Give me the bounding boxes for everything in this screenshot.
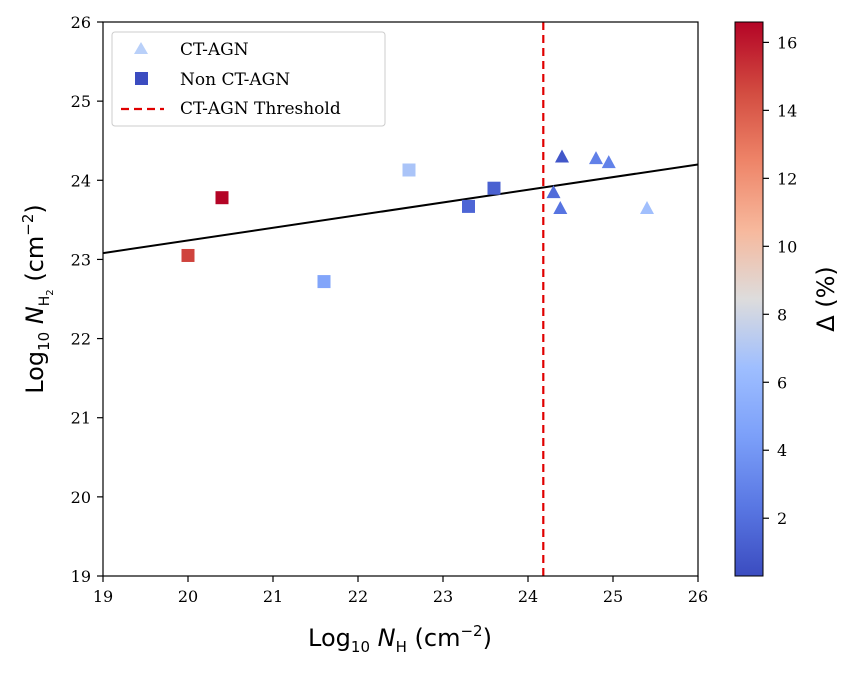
x-axis-ticks: 19 20 21 22 23 24 25 26 xyxy=(93,576,708,606)
x-axis-label: Log10 NH (cm−2) xyxy=(308,622,492,656)
colorbar-tick-label: 16 xyxy=(777,33,797,52)
x-tick-label: 21 xyxy=(263,587,283,606)
non-ct-agn-point xyxy=(215,191,229,205)
y-tick-label: 20 xyxy=(71,488,91,507)
non-ct-agn-point xyxy=(181,248,195,262)
legend-ct-agn-marker-icon xyxy=(134,42,148,54)
y-tick-label: 23 xyxy=(71,250,91,269)
colorbar-tick-label: 6 xyxy=(777,373,787,392)
x-tick-label: 25 xyxy=(603,587,623,606)
ct-agn-point xyxy=(546,185,561,199)
non-ct-agn-point xyxy=(487,181,501,195)
ct-agn-point xyxy=(640,200,654,214)
colorbar-tick-label: 12 xyxy=(777,169,797,188)
y-tick-label: 25 xyxy=(71,92,91,111)
y-tick-label: 26 xyxy=(71,13,91,32)
y-tick-label: 21 xyxy=(71,409,91,428)
y-axis-label: Log10 NH2 (cm−2) xyxy=(19,204,56,394)
legend: CT-AGN Non CT-AGN CT-AGN Threshold xyxy=(111,31,386,127)
x-tick-label: 19 xyxy=(93,587,113,606)
fit-line xyxy=(103,163,698,255)
colorbar-ticks: 2 4 6 8 10 12 14 16 xyxy=(763,33,797,528)
y-tick-label: 22 xyxy=(71,330,91,349)
legend-non-ct-agn-marker-icon xyxy=(135,72,148,85)
y-tick-label: 24 xyxy=(71,171,91,190)
colorbar-tick-label: 8 xyxy=(777,305,787,324)
ct-agn-point xyxy=(601,155,616,169)
non-ct-agn-point xyxy=(317,275,331,289)
non-ct-agn-point xyxy=(462,199,475,213)
ct-agn-point xyxy=(589,151,603,165)
x-tick-label: 20 xyxy=(178,587,198,606)
x-tick-label: 24 xyxy=(518,587,538,606)
colorbar-tick-label: 14 xyxy=(777,101,797,120)
y-tick-label: 19 xyxy=(71,567,91,586)
plot-area-frame xyxy=(102,21,699,577)
x-tick-label: 26 xyxy=(688,587,708,606)
ct-agn-point xyxy=(555,149,569,163)
ct-agn-point xyxy=(553,200,568,214)
colorbar-tick-label: 2 xyxy=(777,509,787,528)
colorbar xyxy=(734,21,764,577)
x-tick-label: 22 xyxy=(348,587,368,606)
colorbar-tick-label: 10 xyxy=(777,237,797,256)
x-tick-label: 23 xyxy=(433,587,453,606)
data-points xyxy=(181,149,654,289)
legend-threshold-label: CT-AGN Threshold xyxy=(180,99,341,119)
non-ct-agn-point xyxy=(402,163,416,177)
legend-ct-agn-label: CT-AGN xyxy=(180,40,249,60)
legend-non-ct-agn-label: Non CT-AGN xyxy=(180,70,290,90)
legend-box xyxy=(111,31,386,127)
y-axis-ticks: 19 20 21 22 23 24 25 26 xyxy=(71,13,103,586)
colorbar-label: Δ (%) xyxy=(812,266,840,332)
colorbar-tick-label: 4 xyxy=(777,441,787,460)
